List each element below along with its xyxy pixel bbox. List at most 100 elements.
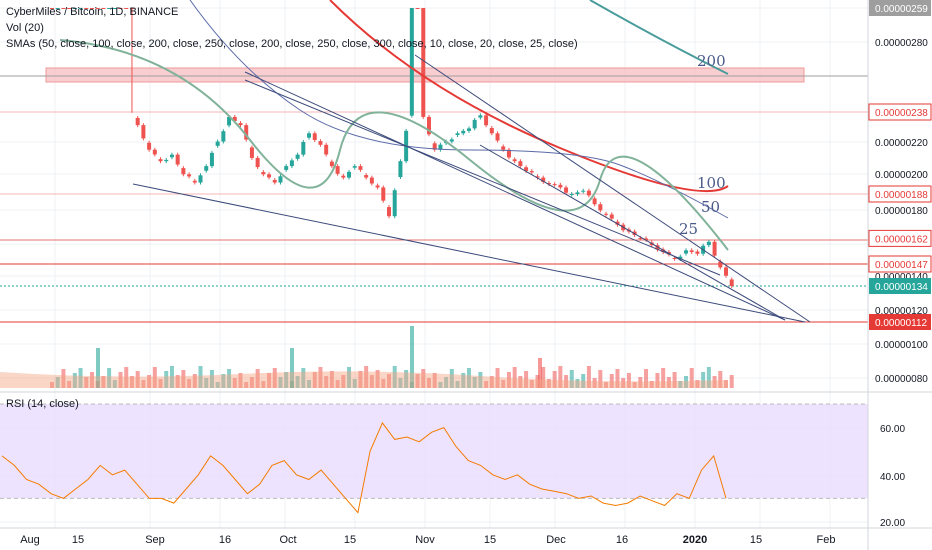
sma-50-line bbox=[189, 0, 729, 219]
volume-bar bbox=[192, 374, 197, 388]
rsi-tick: 20.00 bbox=[880, 518, 905, 529]
volume-bar bbox=[101, 376, 106, 388]
volume-bar bbox=[478, 372, 483, 388]
volume-bar bbox=[169, 366, 174, 388]
candle-body bbox=[706, 241, 711, 246]
candle-body bbox=[415, 8, 420, 9]
volume-bar bbox=[484, 381, 489, 388]
time-tick: 16 bbox=[219, 534, 231, 546]
volume-bar bbox=[432, 373, 437, 388]
volume-bars bbox=[0, 326, 734, 388]
volume-bar bbox=[398, 378, 403, 388]
candle-body bbox=[409, 8, 414, 116]
candle-body bbox=[552, 184, 557, 186]
candle-body bbox=[84, 8, 89, 9]
candle-body bbox=[232, 116, 237, 122]
volume-bar bbox=[175, 375, 180, 388]
volume-bar bbox=[238, 373, 243, 388]
price-label-box bbox=[869, 0, 931, 16]
rsi-tick: 40.00 bbox=[880, 472, 905, 483]
candle-body bbox=[689, 250, 694, 253]
candle-body bbox=[729, 279, 734, 286]
price-label: 0.00000238 bbox=[875, 108, 928, 119]
volume-bar bbox=[215, 382, 220, 388]
volume-bar bbox=[341, 375, 346, 388]
candle-body bbox=[227, 116, 232, 126]
candle-body bbox=[684, 250, 689, 254]
volume-bar bbox=[609, 374, 614, 388]
volume-bar bbox=[489, 376, 494, 388]
candle-body bbox=[369, 177, 374, 184]
candle-body bbox=[392, 190, 397, 217]
sma-200-line bbox=[589, 0, 729, 75]
volume-bar bbox=[89, 372, 94, 388]
candle-body bbox=[381, 187, 386, 201]
volume-bar bbox=[227, 369, 232, 388]
candle-body bbox=[604, 213, 609, 215]
volume-bar bbox=[472, 377, 477, 388]
volume-bar bbox=[375, 370, 380, 388]
candle-body bbox=[661, 249, 666, 253]
volume-bar bbox=[364, 366, 369, 388]
volume-bar bbox=[221, 374, 226, 388]
candle-body bbox=[724, 267, 728, 276]
time-tick: 16 bbox=[616, 534, 628, 546]
trendline bbox=[132, 183, 806, 323]
candle-body bbox=[358, 166, 363, 170]
volume-bar bbox=[564, 375, 569, 388]
candle-body bbox=[495, 133, 500, 141]
candle-body bbox=[318, 141, 323, 145]
resistance-zones bbox=[0, 67, 868, 323]
candle-body bbox=[387, 207, 391, 217]
candle-body bbox=[124, 8, 129, 9]
volume-bar bbox=[575, 379, 580, 388]
volume-bar bbox=[135, 371, 140, 388]
candle-body bbox=[489, 127, 494, 134]
volume-bar bbox=[466, 368, 471, 388]
candle-body bbox=[284, 166, 289, 170]
volume-bar bbox=[598, 370, 603, 388]
candle-body bbox=[272, 179, 277, 183]
volume-bar bbox=[661, 368, 666, 388]
volume-bar bbox=[347, 367, 352, 388]
volume-bar bbox=[689, 368, 694, 388]
volume-bar bbox=[209, 370, 214, 388]
volume-bar bbox=[358, 371, 363, 388]
candle-body bbox=[609, 214, 614, 219]
candle-body bbox=[347, 171, 352, 178]
candle-body bbox=[89, 8, 94, 9]
candle-body bbox=[421, 8, 426, 117]
time-tick: Nov bbox=[415, 534, 435, 546]
volume-bar bbox=[706, 367, 711, 388]
volume-bar bbox=[369, 375, 374, 388]
volume-bar bbox=[267, 373, 272, 388]
trendlines bbox=[132, 54, 811, 323]
candle-body bbox=[546, 183, 551, 185]
candle-body bbox=[101, 8, 106, 9]
volume-bar bbox=[495, 368, 500, 388]
candle-body bbox=[255, 157, 260, 168]
volume-bar bbox=[592, 378, 597, 388]
candle-body bbox=[718, 261, 723, 268]
volume-bar bbox=[655, 373, 660, 388]
sma-100-line bbox=[329, 0, 729, 193]
candle-body bbox=[301, 142, 306, 155]
volume-bar bbox=[232, 378, 237, 388]
volume-bar bbox=[284, 372, 289, 388]
volume-bar bbox=[724, 380, 728, 388]
trendline bbox=[414, 54, 811, 323]
volume-bar bbox=[586, 366, 591, 388]
trendline bbox=[479, 144, 786, 321]
volume-bar bbox=[141, 380, 146, 388]
candle-body bbox=[518, 161, 523, 167]
volume-bar bbox=[404, 370, 409, 388]
candle-body bbox=[352, 166, 357, 168]
volume-bar bbox=[112, 380, 117, 388]
volume-bar bbox=[181, 370, 186, 388]
time-tick: Aug bbox=[20, 534, 40, 546]
candle-body bbox=[638, 238, 643, 240]
candle-body bbox=[50, 8, 54, 9]
candle-body bbox=[307, 133, 312, 138]
